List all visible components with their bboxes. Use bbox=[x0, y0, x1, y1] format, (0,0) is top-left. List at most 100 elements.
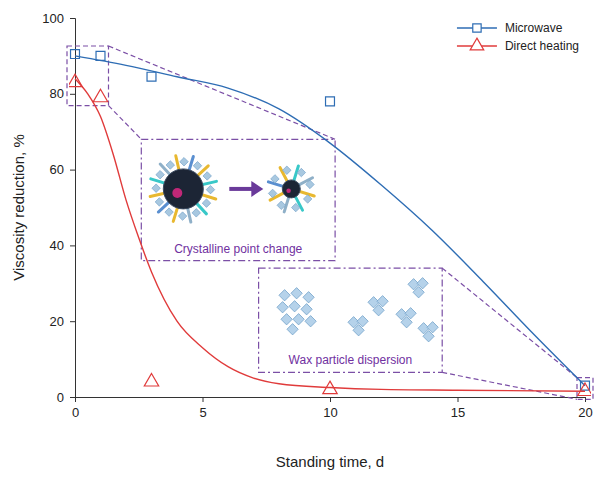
x-tick: 20 bbox=[578, 397, 592, 420]
legend-label: Microwave bbox=[505, 21, 563, 35]
legend-marker bbox=[473, 24, 481, 32]
data-point bbox=[96, 51, 105, 60]
legend-item: Microwave bbox=[457, 21, 563, 35]
start-highlight-box bbox=[67, 46, 109, 106]
annotation-ground bbox=[287, 352, 415, 368]
wax-particle bbox=[373, 305, 384, 316]
wax-crystal bbox=[303, 195, 311, 203]
annotation-text: Wax particle dispersion bbox=[289, 353, 413, 367]
data-point bbox=[93, 89, 107, 101]
wax-crystal bbox=[192, 209, 200, 217]
wax-crystal bbox=[152, 184, 160, 192]
y-tick: 60 bbox=[50, 162, 75, 177]
y-tick-label: 0 bbox=[57, 390, 64, 405]
wax-crystal bbox=[271, 175, 279, 183]
wax-crystal bbox=[283, 166, 291, 174]
wax-dispersed bbox=[348, 316, 368, 336]
chart-container: 0 5 10 15 20 0 20 40 60 80 100 Crystalline point ch… bbox=[0, 0, 601, 497]
y-tick-mark bbox=[70, 321, 75, 322]
annotation: Crystalline point change bbox=[172, 241, 304, 257]
y-tick-label: 40 bbox=[50, 238, 64, 253]
crystalline-after bbox=[268, 166, 314, 212]
x-tick-mark bbox=[458, 397, 459, 402]
arrow-head bbox=[251, 181, 263, 197]
data-point bbox=[326, 97, 335, 106]
fit-line bbox=[75, 56, 585, 386]
x-tick: 0 bbox=[72, 397, 79, 420]
asphaltene-core bbox=[163, 169, 203, 209]
annotation-ground bbox=[172, 241, 304, 257]
wax-crystal bbox=[268, 189, 276, 197]
wax-crystal bbox=[165, 208, 173, 216]
x-tick: 15 bbox=[451, 397, 465, 420]
x-tick-label: 15 bbox=[451, 405, 465, 420]
x-axis-line bbox=[76, 398, 586, 403]
y-tick-label: 80 bbox=[50, 86, 64, 101]
wax-crystal bbox=[155, 198, 163, 206]
x-tick: 10 bbox=[323, 397, 337, 420]
chart-svg: 0 5 10 15 20 0 20 40 60 80 100 Crystalline point ch… bbox=[0, 0, 601, 497]
annotation: Wax particle dispersion bbox=[287, 352, 415, 368]
wax-crystal bbox=[203, 172, 211, 180]
wax-crystal bbox=[297, 168, 305, 176]
wax-particle bbox=[277, 302, 288, 313]
data-point bbox=[323, 381, 337, 393]
connector-line bbox=[109, 46, 336, 139]
y-tick-mark bbox=[70, 245, 75, 246]
wax-particle bbox=[301, 304, 312, 315]
wax-particle bbox=[289, 301, 300, 312]
wax-particle bbox=[287, 324, 298, 335]
wax-dispersed bbox=[418, 322, 438, 342]
wax-crystal bbox=[292, 203, 300, 211]
y-tick-label: 20 bbox=[50, 314, 64, 329]
wax-dispersed bbox=[368, 296, 388, 316]
y-tick-label: 100 bbox=[42, 11, 64, 26]
wax-particle bbox=[353, 325, 364, 336]
annotation-layer bbox=[67, 46, 593, 399]
y-tick-label: 60 bbox=[50, 162, 64, 177]
y-tick: 20 bbox=[50, 314, 75, 329]
wax-dispersed bbox=[396, 308, 416, 328]
wax-particle bbox=[401, 317, 412, 328]
x-axis-title: Standing time, d bbox=[276, 453, 384, 470]
x-tick-label: 10 bbox=[323, 405, 337, 420]
data-point bbox=[147, 72, 156, 81]
wax-particle bbox=[279, 290, 290, 301]
legend-marker bbox=[470, 38, 484, 50]
wax-crystal bbox=[306, 180, 314, 188]
asphaltene-core bbox=[282, 180, 300, 198]
wax-particle bbox=[303, 292, 314, 303]
wax-dispersed bbox=[408, 278, 428, 298]
x-tick: 5 bbox=[199, 397, 206, 420]
legend-item: Direct heating bbox=[457, 38, 579, 53]
x-tick-mark bbox=[203, 397, 204, 402]
core-highlight bbox=[172, 188, 182, 198]
y-tick: 40 bbox=[50, 238, 75, 253]
y-tick-mark bbox=[70, 94, 75, 95]
legend: Microwave Direct heating bbox=[457, 21, 579, 53]
fit-line bbox=[75, 79, 585, 392]
wax-crystal bbox=[166, 161, 174, 169]
wax-particle bbox=[305, 316, 316, 327]
connector-line bbox=[109, 106, 142, 140]
y-axis: 0 20 40 60 80 100 bbox=[42, 11, 75, 405]
wax-particle bbox=[293, 314, 304, 325]
crystalline-before bbox=[150, 156, 216, 222]
wax-particle bbox=[281, 314, 292, 325]
crystalline-box bbox=[141, 139, 335, 260]
wax-aggregate bbox=[277, 288, 316, 335]
arrow-shaft bbox=[229, 187, 253, 191]
series bbox=[69, 74, 591, 395]
x-axis: 0 5 10 15 20 bbox=[72, 397, 593, 420]
data-point bbox=[144, 374, 158, 386]
wax-particle bbox=[413, 287, 424, 298]
data-layer bbox=[69, 50, 591, 396]
wax-crystal bbox=[180, 157, 188, 165]
annotation-text: Crystalline point change bbox=[174, 242, 302, 256]
x-tick-label: 20 bbox=[578, 405, 592, 420]
wax-box bbox=[259, 268, 443, 372]
y-tick-mark bbox=[70, 18, 75, 19]
series bbox=[71, 50, 590, 391]
y-tick-mark bbox=[70, 170, 75, 171]
connector-line bbox=[442, 268, 577, 377]
